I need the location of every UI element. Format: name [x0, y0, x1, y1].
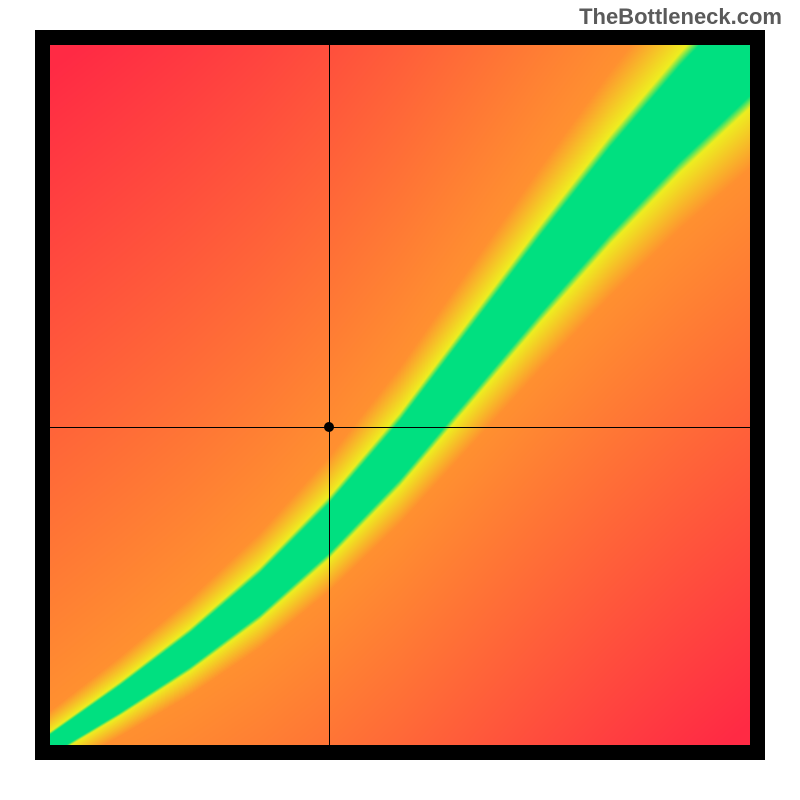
watermark-text: TheBottleneck.com: [579, 4, 782, 30]
crosshair-horizontal: [50, 427, 750, 428]
marker-dot: [324, 422, 334, 432]
chart-frame: [35, 30, 765, 760]
heatmap-canvas: [50, 45, 750, 745]
plot-area: [50, 45, 750, 745]
crosshair-vertical: [329, 45, 330, 745]
chart-container: TheBottleneck.com: [0, 0, 800, 800]
